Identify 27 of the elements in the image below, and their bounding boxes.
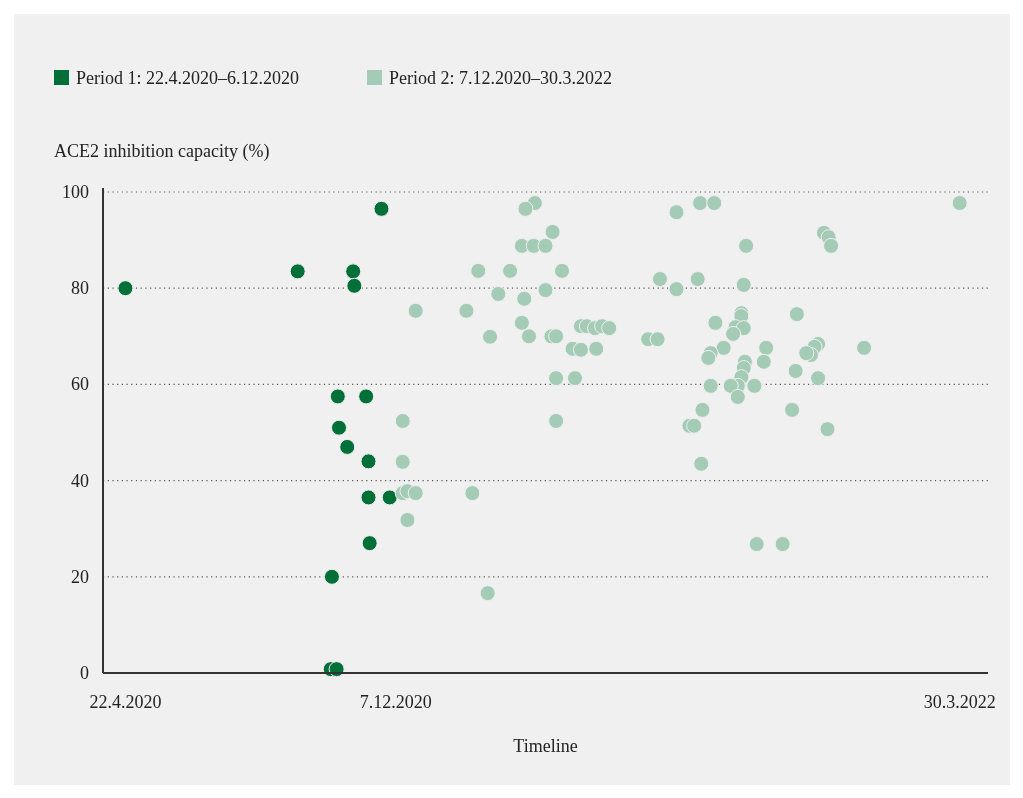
point xyxy=(361,535,378,552)
point xyxy=(329,388,346,405)
legend-label: Period 1: 22.4.2020–6.12.2020 xyxy=(76,68,299,88)
y-tick-label: 60 xyxy=(71,374,89,395)
y-tick-label: 100 xyxy=(62,182,89,202)
point xyxy=(339,438,356,455)
y-axis-title: ACE2 inhibition capacity (%) xyxy=(54,141,270,162)
y-tick-label: 80 xyxy=(71,278,89,299)
point xyxy=(323,568,340,585)
point xyxy=(381,489,398,506)
point xyxy=(346,277,363,294)
point xyxy=(345,263,362,280)
y-tick-label: 20 xyxy=(71,566,89,587)
point xyxy=(373,200,390,217)
y-tick-label: 40 xyxy=(71,470,89,491)
x-axis-title: Timeline xyxy=(513,736,578,756)
point xyxy=(360,489,377,506)
point xyxy=(117,280,134,297)
legend-label: Period 2: 7.12.2020–30.3.2022 xyxy=(389,68,612,88)
x-tick-label: 22.4.2020 xyxy=(89,692,162,712)
point xyxy=(358,388,375,405)
point xyxy=(360,453,377,470)
x-tick-label: 30.3.2022 xyxy=(923,692,996,712)
y-tick-label: 0 xyxy=(80,663,89,683)
point xyxy=(331,419,347,436)
x-tick-label: 7.12.2020 xyxy=(359,692,432,712)
point xyxy=(289,263,306,280)
